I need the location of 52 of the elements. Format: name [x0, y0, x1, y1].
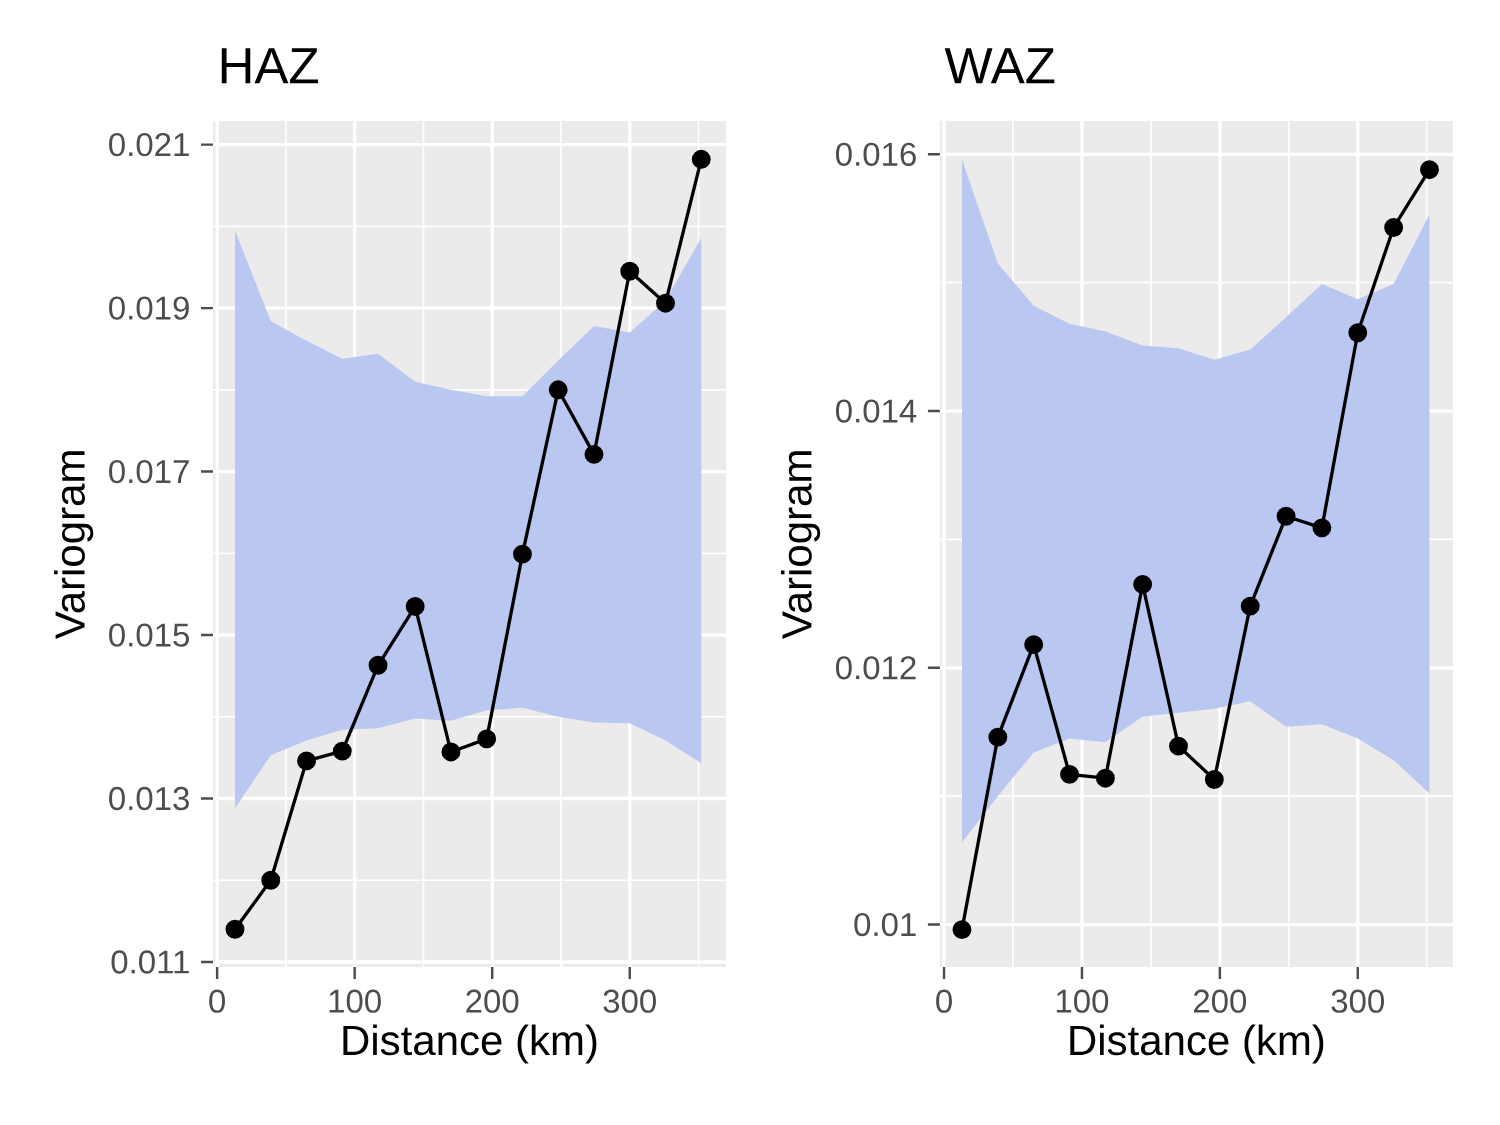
y-axis-title: Variogram: [54, 451, 94, 640]
point: [1240, 596, 1260, 616]
x-tick-label: 0: [936, 989, 952, 1013]
point: [1276, 506, 1296, 526]
x-tick-label: 200: [466, 989, 519, 1013]
point: [477, 729, 497, 749]
point: [691, 149, 711, 169]
x-tick-label: 100: [1056, 989, 1109, 1013]
point: [261, 870, 281, 890]
point: [656, 293, 675, 313]
y-tick-label: 0.015: [109, 623, 189, 647]
y-tick-label: 0.021: [109, 132, 189, 157]
point: [368, 655, 388, 675]
x-axis-title: Distance (km): [343, 1024, 597, 1064]
y-axis-title: Variogram: [780, 451, 821, 640]
y-tick-label: 0.01: [854, 912, 916, 937]
x-tick-label: 0: [209, 989, 225, 1013]
point: [988, 727, 1008, 747]
chart-title: WAZ: [944, 48, 1055, 84]
point: [1420, 160, 1439, 180]
y-tick-label: 0.017: [109, 459, 189, 484]
point: [620, 261, 640, 281]
point: [1312, 518, 1332, 538]
point: [548, 380, 568, 400]
point: [1133, 574, 1153, 594]
point: [1024, 635, 1044, 655]
point: [405, 596, 425, 616]
point: [1384, 218, 1404, 237]
x-tick-label: 100: [329, 989, 381, 1013]
y-tick-label: 0.014: [836, 399, 917, 423]
y-tick-label: 0.011: [111, 950, 189, 974]
point: [513, 544, 532, 564]
point: [297, 751, 316, 771]
point: [584, 444, 604, 464]
point: [1060, 764, 1079, 784]
x-tick-label: 300: [1331, 989, 1384, 1013]
x-tick-label: 200: [1193, 989, 1247, 1013]
x-tick-label: 300: [603, 989, 656, 1013]
point: [441, 742, 461, 762]
point: [225, 919, 245, 939]
y-tick-label: 0.019: [109, 296, 189, 320]
y-tick-label: 0.013: [109, 786, 189, 811]
x-axis-title: Distance (km): [1070, 1024, 1324, 1064]
point: [1204, 770, 1224, 789]
point: [1348, 323, 1368, 343]
y-tick-label: 0.012: [836, 656, 916, 680]
point: [332, 741, 352, 761]
point: [1169, 736, 1188, 756]
point: [952, 920, 972, 940]
y-tick-label: 0.016: [836, 142, 916, 166]
point: [1095, 768, 1115, 788]
chart-title: HAZ: [221, 48, 318, 84]
